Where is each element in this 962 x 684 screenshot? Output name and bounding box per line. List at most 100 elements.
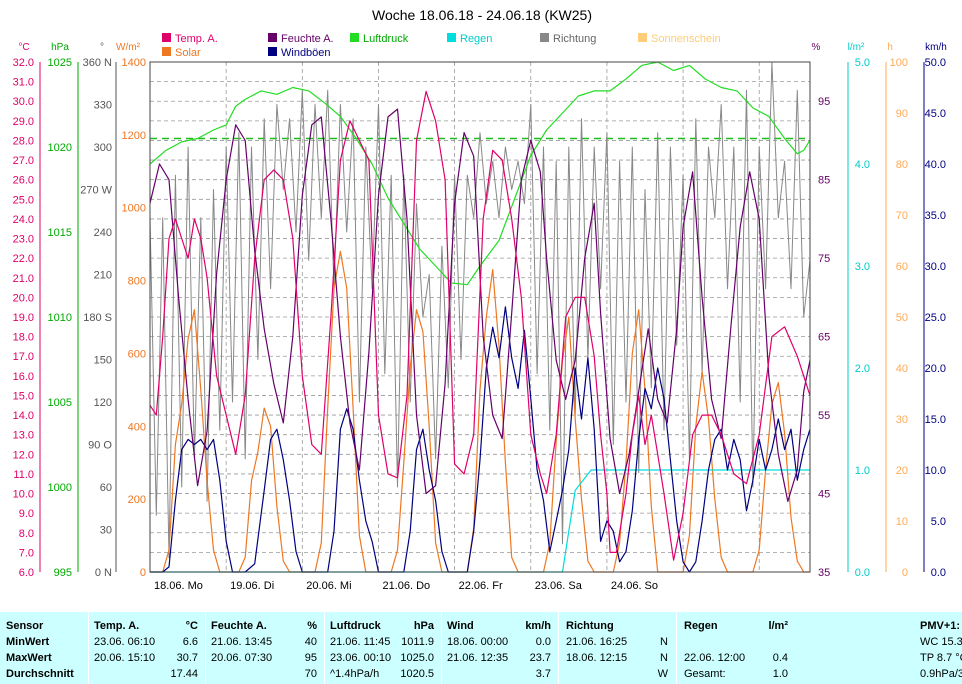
row-label-min: MinWert xyxy=(6,636,50,648)
hum-unit: % xyxy=(307,620,317,632)
axis-tick-temp: 18.0 xyxy=(13,332,34,344)
axis-tick-sun: 10 xyxy=(896,516,908,528)
axis-tick-temp: 11.0 xyxy=(13,469,34,481)
axis-tick-sun: 0 xyxy=(902,567,908,579)
pmv-tp: TP 8.7 °C xyxy=(920,652,962,664)
rain-header: Regen xyxy=(684,620,718,632)
legend-swatch xyxy=(350,33,359,42)
sensor-column: Sensor MinWert MaxWert Durchschnitt xyxy=(6,612,88,684)
axis-tick-temp: 19.0 xyxy=(13,312,34,324)
axis-tick-temp: 29.0 xyxy=(13,116,34,128)
chart-legend: Temp. A. Feuchte A. Luftdruck Regen Richtung… xyxy=(162,33,721,59)
axis-tick-temp: 20.0 xyxy=(13,292,34,304)
axis-tick-dir: 90 O xyxy=(88,440,112,452)
axis-tick-hum: 75 xyxy=(818,253,830,265)
axis-tick-wind: 40.0 xyxy=(925,159,946,171)
weather-chart: Woche 18.06.18 - 24.06.18 (KW25) Temp. A… xyxy=(13,7,947,592)
axis-tick-wind: 45.0 xyxy=(925,108,946,120)
legend-swatch xyxy=(268,33,277,42)
axis-unit-dir: ° xyxy=(100,42,104,53)
axis-tick-wind: 0.0 xyxy=(931,567,946,579)
axis-tick-wind: 35.0 xyxy=(925,210,946,222)
rain-max-time: 22.06. 12:00 xyxy=(684,652,746,664)
axis-tick-temp: 8.0 xyxy=(19,528,34,540)
axis-tick-temp: 21.0 xyxy=(13,273,34,285)
axis-tick-temp: 26.0 xyxy=(13,175,34,187)
wind-column: Wind km/h 18.06. 00:00 0.0 21.06. 12:35 23… xyxy=(447,612,553,684)
legend-label: Feuchte A. xyxy=(281,33,334,45)
dir-min-time: 21.06. 16:25 xyxy=(566,636,628,648)
wind-min-time: 18.06. 00:00 xyxy=(447,636,509,648)
legend-label: Temp. A. xyxy=(175,33,218,45)
axis-tick-press: 1020 xyxy=(48,142,72,154)
axis-tick-solar: 600 xyxy=(128,348,146,360)
axis-tick-dir: 60 xyxy=(100,482,112,494)
axis-tick-hum: 65 xyxy=(818,332,830,344)
x-tick-label: 19.06. Di xyxy=(230,580,274,592)
wind-min-value: 0.0 xyxy=(535,636,551,648)
axis-tick-rain: 3.0 xyxy=(855,261,870,273)
row-label-max: MaxWert xyxy=(6,652,52,664)
axis-tick-temp: 9.0 xyxy=(19,508,34,520)
axis-tick-hum: 95 xyxy=(818,96,830,108)
axis-tick-press: 1000 xyxy=(48,482,72,494)
axis-tick-dir: 330 xyxy=(94,100,112,112)
axis-tick-temp: 14.0 xyxy=(13,410,34,422)
axis-tick-sun: 20 xyxy=(896,465,908,477)
x-tick-label: 22.06. Fr xyxy=(459,580,503,592)
temp-unit: °C xyxy=(185,620,198,632)
axis-tick-wind: 20.0 xyxy=(925,363,946,375)
axis-tick-temp: 13.0 xyxy=(13,430,34,442)
press-max-value: 1025.0 xyxy=(400,652,434,664)
dir-header: Richtung xyxy=(566,620,614,632)
axis-tick-wind: 30.0 xyxy=(925,261,946,273)
axis-tick-rain: 4.0 xyxy=(855,159,870,171)
x-tick-label: 18.06. Mo xyxy=(154,580,203,592)
series-line-rain xyxy=(150,469,810,573)
temp-min-time: 23.06. 06:10 xyxy=(94,636,156,648)
axis-tick-solar: 1200 xyxy=(122,130,146,142)
axis-tick-temp: 10.0 xyxy=(13,489,34,501)
rain-max-value: 0.4 xyxy=(772,652,788,664)
row-label-avg: Durchschnitt xyxy=(6,668,74,680)
axis-tick-rain: 1.0 xyxy=(855,465,870,477)
dir-max-time: 18.06. 12:15 xyxy=(566,652,628,664)
wind-avg-value: 3.7 xyxy=(535,668,551,680)
axis-tick-temp: 17.0 xyxy=(13,351,34,363)
temp-column: Temp. A. °C 23.06. 06:10 6.6 20.06. 15:10… xyxy=(94,612,200,684)
wind-max-value: 23.7 xyxy=(529,652,551,664)
chart-title: Woche 18.06.18 - 24.06.18 (KW25) xyxy=(372,7,592,23)
hum-max-time: 20.06. 07:30 xyxy=(211,652,273,664)
summary-panel: Sensor MinWert MaxWert Durchschnitt Temp… xyxy=(0,612,962,684)
hum-column: Feuchte A. % 21.06. 13:45 40 20.06. 07:30… xyxy=(211,612,319,684)
axis-tick-temp: 32.0 xyxy=(13,57,34,69)
series-line-solar xyxy=(150,250,810,573)
hum-avg-value: 70 xyxy=(304,668,317,680)
axis-tick-hum: 35 xyxy=(818,567,830,579)
axis-tick-dir: 120 xyxy=(94,397,112,409)
hum-max-value: 95 xyxy=(304,652,317,664)
axis-tick-sun: 40 xyxy=(896,363,908,375)
chart-frame xyxy=(39,61,925,573)
axis-tick-wind: 5.0 xyxy=(931,516,946,528)
dir-min-value: N xyxy=(660,636,668,648)
axis-tick-solar: 200 xyxy=(128,494,146,506)
x-tick-label: 21.06. Do xyxy=(382,580,430,592)
axis-tick-sun: 70 xyxy=(896,210,908,222)
axis-tick-temp: 31.0 xyxy=(13,77,34,89)
series-line-dir xyxy=(149,61,811,559)
axis-tick-hum: 45 xyxy=(818,489,830,501)
axis-tick-press: 995 xyxy=(54,567,72,579)
press-max-time: 23.06. 00:10 xyxy=(330,652,392,664)
dir-column: Richtung 21.06. 16:25 N 18.06. 12:15 N W xyxy=(566,612,670,684)
axis-tick-temp: 12.0 xyxy=(13,449,34,461)
axis-tick-dir: 360 N xyxy=(83,57,112,69)
hum-min-time: 21.06. 13:45 xyxy=(211,636,273,648)
legend-swatch xyxy=(162,33,171,42)
axis-unit-hum: % xyxy=(812,42,821,53)
axis-unit-solar: W/m² xyxy=(116,42,141,53)
axis-tick-temp: 27.0 xyxy=(13,155,34,167)
pmv-pressure: 0.9hPa/3 xyxy=(920,668,962,680)
axis-tick-temp: 22.0 xyxy=(13,253,34,265)
axis-tick-hum: 85 xyxy=(818,175,830,187)
